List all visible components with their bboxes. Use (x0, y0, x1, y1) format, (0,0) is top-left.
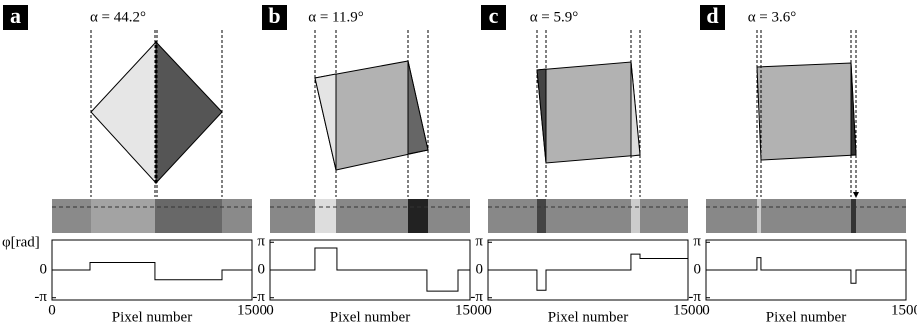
phase-trace (706, 258, 906, 284)
phase-trace (488, 254, 688, 290)
x-tick-label: 1500 (891, 302, 917, 318)
phase-trace (270, 248, 470, 291)
half-dark (156, 42, 222, 183)
phase-trace (52, 263, 252, 280)
strips (52, 199, 906, 233)
edge-dark (537, 69, 546, 163)
y-tick-label: 0 (258, 261, 266, 277)
panel-label: b (268, 3, 280, 28)
edge-dark (408, 61, 428, 154)
y-axis-label: φ[rad] (2, 234, 40, 250)
y-tick-label: -π (688, 289, 701, 305)
x-tick-label: 0 (266, 302, 274, 318)
annotation: α = 3.6° (748, 9, 797, 25)
square (757, 63, 856, 160)
x-axis-label: Pixel number (548, 309, 628, 325)
x-axis-label: Pixel number (112, 309, 192, 325)
y-tick-label: π (475, 234, 483, 250)
y-tick-label: 0 (694, 261, 702, 277)
y-tick-label: 0 (40, 261, 48, 277)
x-tick-label: 0 (484, 302, 492, 318)
half-light (91, 42, 156, 183)
panel-label: d (706, 3, 718, 28)
y-tick-label: π (257, 234, 265, 250)
illustrations (91, 42, 856, 183)
edge-light (315, 74, 336, 170)
annotation: α = 5.9° (530, 9, 579, 25)
annotation: α = 11.9° (308, 9, 364, 25)
y-tick-label: -π (470, 289, 483, 305)
x-tick-label: 0 (702, 302, 710, 318)
x-axis-label: Pixel number (330, 309, 410, 325)
edge-dark (851, 63, 856, 155)
y-tick-label: -π (252, 289, 265, 305)
panel-label: c (489, 3, 499, 28)
figure: aα = 44.2°0-π01500Pixel numberφ[rad]bα =… (0, 0, 917, 329)
y-tick-label: -π (34, 289, 47, 305)
edge-light (631, 62, 640, 156)
annotation: α = 44.2° (90, 9, 146, 25)
x-tick-label: 0 (48, 302, 56, 318)
panel-label: a (10, 3, 21, 28)
square (537, 62, 640, 163)
x-axis-label: Pixel number (766, 309, 846, 325)
y-tick-label: 0 (476, 261, 484, 277)
y-tick-label: π (693, 234, 701, 250)
